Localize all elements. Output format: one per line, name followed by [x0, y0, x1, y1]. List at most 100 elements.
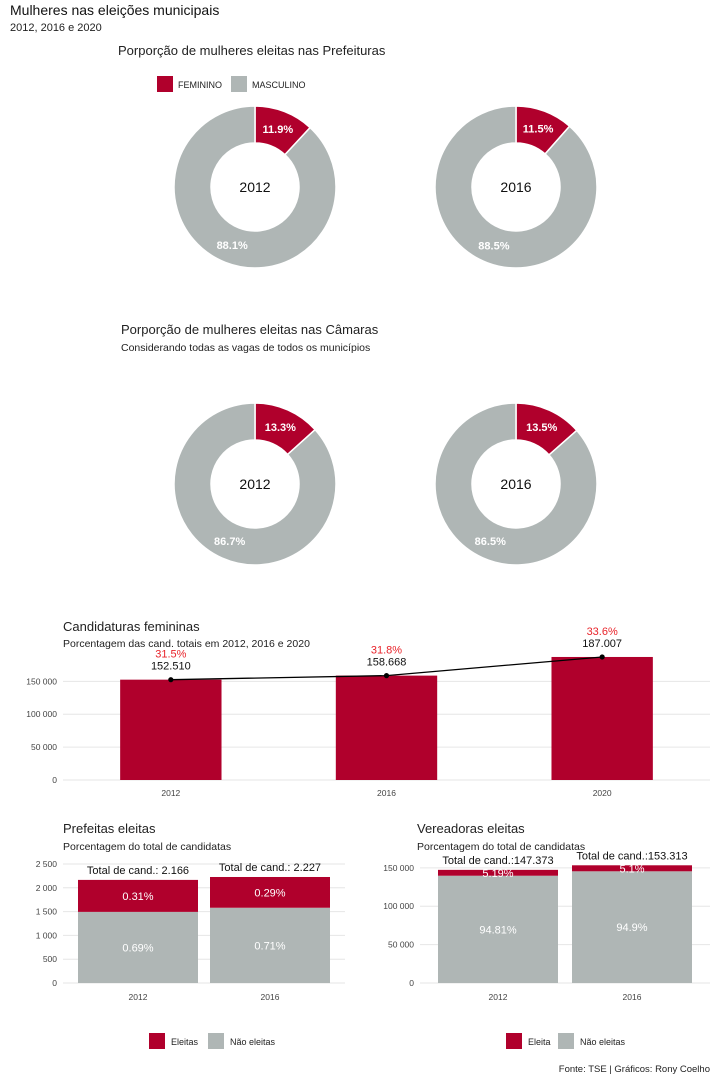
value-label: 152.510	[151, 661, 191, 673]
x-tick-label: 2012	[489, 992, 508, 1002]
y-tick-label: 50 000	[388, 940, 414, 950]
legend-swatch-feminino	[157, 76, 173, 92]
donut-slice-label: 86.5%	[475, 536, 506, 548]
donut-slice-label: 88.5%	[478, 240, 509, 252]
vereadoras-legend: Eleita Não eleitas	[506, 1033, 626, 1049]
legend-label-eleitas: Eleitas	[171, 1037, 199, 1047]
donut-slice-label: 88.1%	[217, 240, 248, 252]
total-label: Total de cand.: 2.227	[219, 862, 321, 874]
candidaturas-subtitle: Porcentagem das cand. totais em 2012, 20…	[63, 638, 310, 650]
x-tick-label: 2012	[161, 788, 180, 798]
x-tick-label: 2020	[593, 788, 612, 798]
bar-segment-eleita	[438, 869, 558, 876]
bar-segment-eleitas	[210, 876, 330, 908]
donut-slice-label: 13.3%	[265, 422, 296, 434]
legend-swatch-eleitas	[149, 1033, 165, 1049]
y-tick-label: 100 000	[26, 709, 57, 719]
pct-label: 31.8%	[371, 645, 402, 657]
legend-label-masculino: MASCULINO	[252, 80, 306, 90]
y-tick-label: 0	[409, 978, 414, 988]
x-tick-label: 2016	[623, 992, 642, 1002]
donut-center-label: 2012	[239, 179, 270, 195]
legend-label-nao-eleitas-ver: Não eleitas	[580, 1037, 626, 1047]
bar-2012	[120, 679, 222, 780]
candidaturas-bar-chart: 0 50 000 100 000 150 000 2012 2016 2020 152.510…	[26, 626, 710, 798]
donut-center-label: 2012	[239, 476, 270, 492]
y-tick-label: 2 000	[36, 883, 58, 893]
bar-segment-não-eleitas	[78, 911, 198, 983]
segment-label: 5.1%	[619, 863, 644, 875]
legend-swatch-eleita	[506, 1033, 522, 1049]
donut-slice-masculino	[434, 105, 598, 269]
bar-segment-não-eleitas	[438, 875, 558, 983]
donut-prefeituras-2012: 11.9% 88.1% 2012	[173, 105, 337, 269]
legend-label-feminino: FEMININO	[178, 80, 222, 90]
prefeitas-legend: Eleitas Não eleitas	[149, 1033, 276, 1049]
pct-label: 33.6%	[587, 626, 618, 638]
segment-label: 0.71%	[254, 940, 285, 952]
legend-swatch-nao-eleitas-ver	[558, 1033, 574, 1049]
x-tick-label: 2016	[261, 992, 280, 1002]
pct-label: 31.5%	[155, 649, 186, 661]
candidaturas-title: Candidaturas femininas	[63, 619, 200, 634]
donut-slice-label: 13.5%	[526, 422, 557, 434]
x-tick-label: 2012	[129, 992, 148, 1002]
segment-label: 5.19%	[482, 868, 513, 880]
legend-swatch-masculino	[231, 76, 247, 92]
bar-segment-não-eleitas	[572, 871, 692, 983]
donut-slice-masculino	[434, 402, 598, 566]
legend-swatch-nao-eleitas	[208, 1033, 224, 1049]
bar-segment-eleita	[572, 865, 692, 872]
legend-label-nao-eleitas: Não eleitas	[230, 1037, 276, 1047]
y-tick-label: 150 000	[26, 676, 57, 686]
total-label: Total de cand.: 2.166	[87, 865, 189, 877]
vereadoras-subtitle: Porcentagem do total de candidatas	[417, 841, 585, 853]
trend-point	[168, 677, 174, 683]
trend-point	[599, 654, 605, 660]
prefeitas-subtitle: Porcentagem do total de candidatas	[63, 841, 231, 853]
source-caption: Fonte: TSE | Gráficos: Rony Coelho	[559, 1064, 710, 1075]
y-tick-label: 0	[52, 978, 57, 988]
donut-slice-label: 11.5%	[523, 124, 554, 136]
donut-prefeituras-2016: 11.5% 88.5% 2016	[434, 105, 598, 269]
prefeituras-title: Porporção de mulheres eleitas nas Prefei…	[118, 43, 386, 58]
legend-label-eleita: Eleita	[528, 1037, 551, 1047]
segment-label: 94.9%	[616, 922, 647, 934]
donut-slice-masculino	[173, 105, 337, 269]
y-tick-label: 100 000	[383, 901, 414, 911]
donut-camaras-2016: 13.5% 86.5% 2016	[434, 402, 598, 566]
value-label: 187.007	[582, 638, 622, 650]
bar-segment-eleitas	[78, 879, 198, 912]
page-title: Mulheres nas eleições municipais	[10, 2, 219, 18]
donut-slice-label: 11.9%	[263, 124, 294, 136]
value-label: 158.668	[367, 657, 407, 669]
donut-center-label: 2016	[500, 476, 531, 492]
segment-label: 0.69%	[122, 942, 153, 954]
donut-camaras-2012: 13.3% 86.7% 2012	[173, 402, 337, 566]
total-label: Total de cand.:153.313	[576, 850, 687, 862]
bar-2016	[335, 675, 438, 780]
trend-point	[383, 673, 390, 679]
y-tick-label: 50 000	[31, 742, 57, 752]
prefeituras-legend: FEMININO MASCULINO	[157, 76, 306, 92]
y-tick-label: 1 000	[36, 930, 58, 940]
vereadoras-title: Vereadoras eleitas	[417, 821, 525, 836]
camaras-title: Porporção de mulheres eleitas nas Câmara…	[121, 322, 379, 337]
donut-center-label: 2016	[500, 179, 531, 195]
segment-label: 94.81%	[479, 924, 517, 936]
y-tick-label: 150 000	[383, 863, 414, 873]
y-tick-label: 2 500	[36, 859, 58, 869]
total-label: Total de cand.:147.373	[442, 855, 553, 867]
donut-slice-masculino	[173, 402, 337, 566]
bar-2020	[551, 656, 653, 780]
x-tick-label: 2016	[377, 788, 396, 798]
segment-label: 0.29%	[254, 887, 285, 899]
bar-segment-não-eleitas	[210, 907, 330, 983]
y-tick-label: 500	[43, 954, 57, 964]
camaras-subtitle: Considerando todas as vagas de todos os …	[121, 342, 370, 354]
y-tick-label: 0	[52, 775, 57, 785]
donut-slice-label: 86.7%	[214, 536, 245, 548]
